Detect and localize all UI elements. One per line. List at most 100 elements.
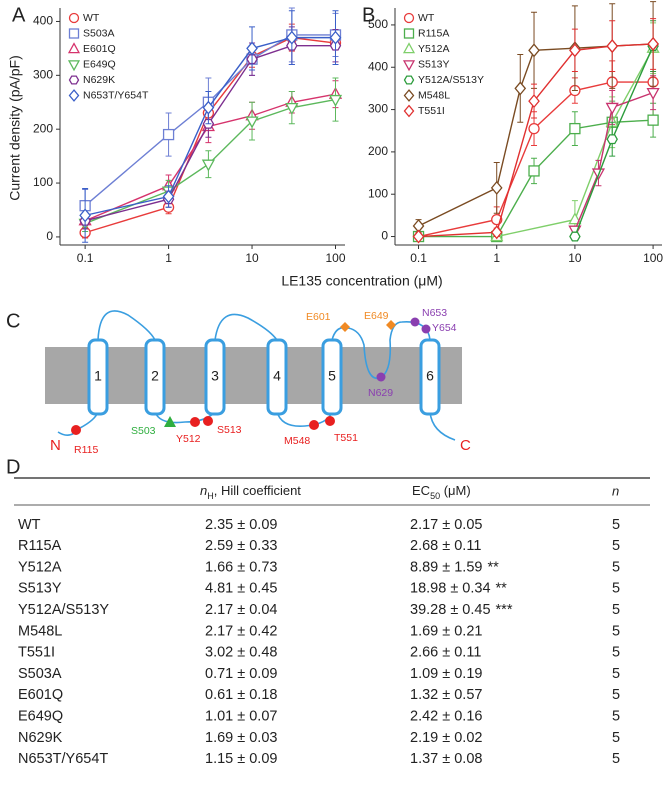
cell-name: N653T/Y654T <box>18 751 108 767</box>
legend-marker <box>68 89 80 102</box>
legend-label: Y512A <box>418 43 450 55</box>
x-tick-label: 100 <box>325 251 345 265</box>
series-line <box>84 36 336 217</box>
cell-name: Y512A/S513Y <box>18 602 109 618</box>
marker <box>569 43 581 58</box>
series-line <box>418 81 654 238</box>
series-line <box>84 34 336 207</box>
helices <box>87 338 441 416</box>
topology-diagram: 1 2 3 4 5 6 N C R115 S503 Y512 S513 M548… <box>45 307 471 456</box>
cell-name: E601Q <box>18 687 63 703</box>
marker <box>646 87 660 100</box>
cell-name: Y512A <box>18 559 62 575</box>
marker <box>162 128 175 141</box>
cell-name: S503A <box>18 666 62 682</box>
series-line <box>418 43 654 238</box>
cell-n: 5 <box>612 645 620 661</box>
panel-label: B <box>362 4 375 26</box>
legend-marker <box>403 75 415 85</box>
marker <box>490 180 503 195</box>
y-tick-label: 400 <box>368 59 388 73</box>
series-line <box>84 36 336 234</box>
marker <box>201 159 215 172</box>
symbol: EC <box>412 483 430 498</box>
marker <box>606 134 618 145</box>
cell-n: 5 <box>612 538 620 554</box>
marker <box>286 30 298 45</box>
marker <box>647 114 659 126</box>
legend-marker <box>67 42 81 54</box>
cell-n: 5 <box>612 666 620 682</box>
marker <box>606 39 619 54</box>
residue-label: E601 <box>306 311 331 323</box>
cell-name: R115A <box>18 538 62 554</box>
residue-label: M548 <box>284 435 310 447</box>
membrane <box>45 347 462 404</box>
cell-hill: 2.59 ± 0.33 <box>205 538 277 554</box>
helix-number: 2 <box>151 368 159 384</box>
y-tick-label: 300 <box>368 102 388 116</box>
marker <box>79 208 91 223</box>
legend-marker <box>67 60 81 72</box>
x-tick-label: 1 <box>165 251 172 265</box>
panel-label: C <box>6 310 20 332</box>
series-line <box>418 119 654 238</box>
series-line <box>574 91 654 231</box>
marker <box>569 122 581 135</box>
cell-hill: 2.17 ± 0.42 <box>205 623 277 639</box>
legend-label: Y512A/S513Y <box>418 74 484 86</box>
residue-label: E649 <box>364 310 389 322</box>
legend-label: WT <box>418 12 435 24</box>
legend-marker <box>402 42 416 54</box>
legend-marker <box>403 104 415 118</box>
residue-label: S513 <box>217 424 242 436</box>
cell-hill: 1.01 ± 0.07 <box>205 709 277 725</box>
cell-ec50: 2.66 ± 0.11 <box>410 645 481 661</box>
cell-ec50: 2.42 ± 0.16 <box>410 709 482 725</box>
marker <box>285 102 299 115</box>
marker <box>246 41 258 56</box>
cell-hill: 2.35 ± 0.09 <box>205 517 277 533</box>
cell-ec50: 2.68 ± 0.11 <box>410 538 481 554</box>
marker <box>329 30 342 45</box>
series-line <box>84 93 336 222</box>
legend-label: R115A <box>418 27 449 39</box>
header-text: , Hill coefficient <box>214 483 302 498</box>
cell-hill: 3.02 ± 0.48 <box>205 645 277 661</box>
x-tick-label: 0.1 <box>77 251 94 265</box>
cell-ec50: 8.89 ± 1.59 <box>410 559 482 575</box>
panel-label: A <box>12 4 26 26</box>
helix-number: 3 <box>211 368 219 384</box>
x-tick-label: 10 <box>568 251 582 265</box>
legend-marker <box>402 60 416 72</box>
legend-label: N629K <box>83 74 115 86</box>
cell-hill: 0.61 ± 0.18 <box>205 687 277 703</box>
table-header: nH, Hill coefficient <box>200 483 301 501</box>
residue-label: S503 <box>131 425 156 437</box>
legend-label: M548L <box>418 89 450 101</box>
marker <box>528 165 540 177</box>
marker <box>647 36 659 51</box>
subscript: 50 <box>430 491 440 501</box>
x-axis-label: LE135 concentration (μM) <box>281 273 442 289</box>
legend-marker <box>68 12 80 24</box>
legend-label: N653T/Y654T <box>83 89 149 101</box>
y-axis-label: Current density (pA/pF) <box>7 55 23 201</box>
marker <box>328 94 343 107</box>
cell-hill: 0.71 ± 0.09 <box>205 666 277 682</box>
series-line <box>418 43 654 227</box>
cell-ec50: 18.98 ± 0.34 <box>410 581 491 597</box>
helix-number: 5 <box>328 368 336 384</box>
cell-ec50: 2.17 ± 0.05 <box>410 517 482 533</box>
header-text: (μM) <box>440 483 471 498</box>
legend-marker <box>68 75 80 85</box>
cell-ec50: 1.09 ± 0.19 <box>410 666 482 682</box>
legend-label: E601Q <box>83 43 116 55</box>
n-terminus: N <box>50 437 61 454</box>
c-terminus: C <box>460 437 471 454</box>
marker <box>245 116 259 129</box>
y-tick-label: 300 <box>33 68 53 82</box>
cell-n: 5 <box>612 623 620 639</box>
